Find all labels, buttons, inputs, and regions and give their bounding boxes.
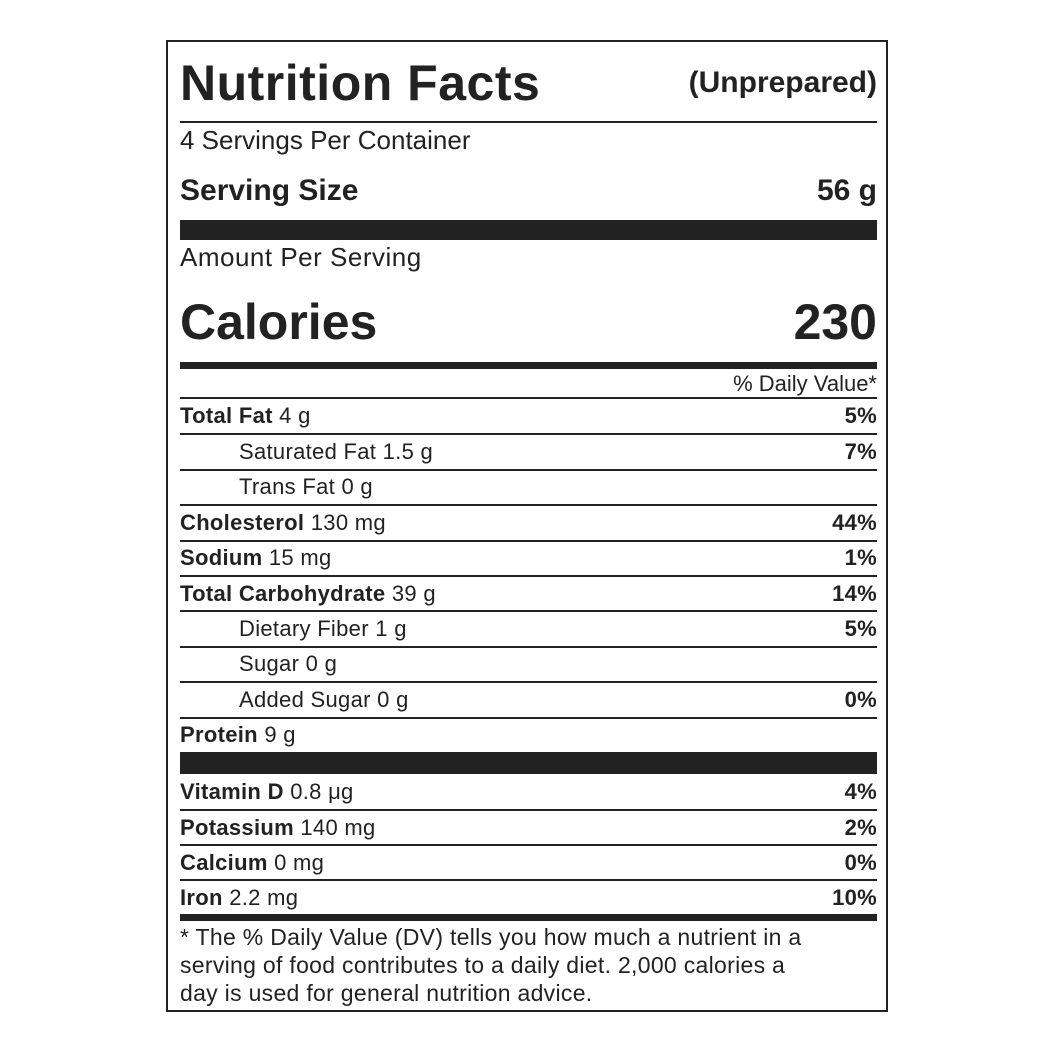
daily-value: 1% (844, 545, 877, 571)
nutrient-label: Total Carbohydrate 39 g (180, 581, 436, 607)
qualifier: (Unprepared) (688, 66, 877, 99)
nutrient-amount: 15 mg (268, 545, 332, 571)
nutrient-name: Total Carbohydrate (180, 580, 386, 606)
footnote-line: serving of food contributes to a daily d… (180, 952, 786, 978)
serving-size: Serving Size 56 g (180, 172, 877, 210)
nutrient-row: Sodium 15 mg 1% (180, 539, 877, 575)
nutrient-label: Sugar 0 g (180, 651, 337, 677)
daily-value: 4% (844, 778, 877, 804)
nutrient-row: Saturated Fat 1.5 g 7% (180, 433, 877, 468)
nutrient-row: Trans Fat 0 g (180, 468, 877, 504)
calories-label: Calories (180, 294, 378, 350)
nutrient-amount: 1 g (375, 616, 407, 642)
nutrient-label: Iron 2.2 mg (180, 885, 298, 911)
calories-value: 230 (793, 294, 877, 350)
nutrient-amount: 0.8 μg (290, 778, 354, 804)
nutrient-amount: 0 g (341, 474, 373, 500)
nutrient-row: Total Fat 4 g 5% (180, 398, 877, 433)
nutrient-label: Total Fat 4 g (180, 403, 311, 429)
nutrient-name: Dietary Fiber (239, 616, 369, 642)
nutrient-label: Sodium 15 mg (180, 545, 332, 571)
nutrient-label: Calcium 0 mg (180, 850, 324, 876)
nutrient-amount: 39 g (391, 580, 436, 606)
nutrient-amount: 140 mg (300, 814, 376, 840)
nutrient-label: Protein 9 g (180, 722, 296, 748)
footnote-line: day is used for general nutrition advice… (180, 980, 593, 1006)
nutrient-row: Protein 9 g (180, 716, 877, 752)
nutrient-row: Cholesterol 130 mg 44% (180, 504, 877, 539)
nutrient-amount: 0 g (305, 651, 338, 677)
daily-value: 14% (832, 580, 877, 606)
nutrient-name: Sodium (180, 545, 263, 571)
nutrient-row: Potassium 140 mg 2% (180, 809, 877, 844)
nutrient-row: Sugar 0 g (180, 645, 877, 681)
daily-value: 5% (844, 402, 877, 428)
nutrient-name: Iron (180, 884, 223, 910)
nutrient-row: Dietary Fiber 1 g 5% (180, 610, 877, 645)
nutrient-amount: 0 mg (274, 849, 325, 875)
calories: Calories 230 (180, 292, 877, 352)
nutrient-row: Added Sugar 0 g 0% (180, 681, 877, 716)
nutrient-name: Calcium (180, 849, 268, 875)
serving-size-label: Serving Size (180, 174, 359, 207)
medium-rule (180, 362, 877, 369)
nutrient-label: Cholesterol 130 mg (180, 510, 386, 536)
daily-value: 7% (844, 439, 877, 465)
nutrient-name: Sugar (239, 651, 300, 677)
nutrient-label: Saturated Fat 1.5 g (180, 439, 433, 465)
nutrient-label: Dietary Fiber 1 g (180, 616, 407, 642)
nutrient-amount: 4 g (279, 402, 311, 428)
thick-rule (180, 220, 877, 240)
nutrient-name: Trans Fat (239, 474, 336, 500)
serving-size-value: 56 g (816, 174, 877, 207)
nutrient-amount: 0 g (377, 686, 409, 712)
title: Nutrition Facts (180, 55, 541, 111)
servings: 4 Servings Per Container (180, 125, 471, 155)
nutrient-label: Added Sugar 0 g (180, 687, 409, 713)
footnote: * The % Daily Value (DV) tells you how m… (180, 923, 877, 1007)
nutrient-name: Cholesterol (180, 509, 305, 535)
nutrient-name: Added Sugar (239, 686, 371, 712)
nutrient-row: Total Carbohydrate 39 g 14% (180, 575, 877, 610)
daily-value: 2% (844, 814, 877, 840)
nutrient-amount: 130 mg (310, 509, 386, 535)
daily-value-header: % Daily Value* (733, 371, 877, 396)
nutrient-amount: 9 g (264, 722, 296, 748)
medium-rule (180, 914, 877, 921)
amount-per-serving: Amount Per Serving (180, 242, 422, 272)
daily-value: 0% (844, 849, 877, 875)
nutrient-label: Potassium 140 mg (180, 815, 376, 841)
nutrient-row: Vitamin D 0.8 μg 4% (180, 774, 877, 809)
nutrient-name: Total Fat (180, 402, 273, 428)
nutrient-name: Protein (180, 722, 258, 748)
nutrient-amount: 1.5 g (382, 439, 434, 465)
rule (180, 397, 877, 399)
nutrient-name: Saturated Fat (239, 439, 377, 465)
daily-value: 5% (844, 616, 877, 642)
daily-value: 0% (844, 686, 877, 712)
header: Nutrition Facts (Unprepared) (180, 55, 877, 111)
daily-value: 44% (832, 509, 877, 535)
rule (180, 121, 877, 123)
nutrient-amount: 2.2 mg (229, 884, 299, 910)
nutrient-row: Iron 2.2 mg 10% (180, 879, 877, 914)
nutrient-row: Calcium 0 mg 0% (180, 844, 877, 879)
footnote-line: * The % Daily Value (DV) tells you how m… (180, 924, 802, 950)
nutrient-name: Potassium (180, 814, 294, 840)
nutrient-name: Vitamin D (180, 778, 284, 804)
daily-value: 10% (832, 884, 877, 910)
nutrient-label: Trans Fat 0 g (180, 474, 373, 500)
nutrient-label: Vitamin D 0.8 μg (180, 779, 354, 805)
thick-rule (180, 752, 877, 774)
label-border (166, 40, 888, 1012)
